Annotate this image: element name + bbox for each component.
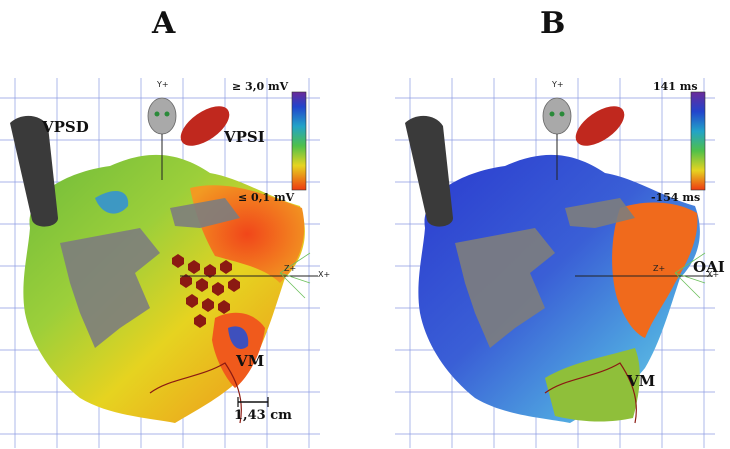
label-vpsd: VPSD: [42, 118, 89, 136]
ablation-markers: [172, 254, 240, 328]
voltage-map-image: [0, 78, 320, 448]
catheter-b: [405, 115, 453, 227]
axis-z-label-b: Z+: [653, 264, 666, 273]
catheter-vpsd: [10, 115, 58, 227]
scale-min-label-b: -154 ms: [651, 191, 701, 204]
voltage-color-scale: [291, 91, 307, 191]
axis-z-label: Z+: [284, 264, 297, 273]
label-oai: OAI: [693, 258, 725, 276]
axis-x-label: X+: [318, 270, 331, 279]
activation-color-scale: [690, 91, 706, 191]
panel-letter-b: B: [540, 6, 566, 41]
label-vm-b: VM: [627, 372, 656, 390]
axis-y-label-b: Y+: [552, 80, 564, 89]
scale-bar-label: 1,43 cm: [234, 408, 292, 423]
panel-letter-a: A: [152, 6, 176, 41]
panel-b-activation-map: OAI VM 141 ms -154 ms Y+ Z+ X+: [395, 78, 725, 448]
label-vpsi: VPSI: [224, 128, 265, 146]
axis-x-label-b: X+: [707, 270, 720, 279]
balloon-b: [575, 106, 625, 146]
axis-y-label: Y+: [157, 80, 169, 89]
scale-max-label-b: 141 ms: [653, 80, 698, 93]
head-orientation-icon-b: [542, 97, 572, 135]
panel-a-voltage-map: VPSD VPSI VM ≥ 3,0 mV ≤ 0,1 mV 1,43 cm Y…: [0, 78, 330, 448]
label-vm: VM: [236, 352, 265, 370]
activation-map-image: [395, 78, 715, 448]
scale-max-label: ≥ 3,0 mV: [232, 80, 289, 93]
scale-min-label: ≤ 0,1 mV: [238, 191, 295, 204]
balloon-vpsi: [180, 106, 230, 146]
head-orientation-icon: [147, 97, 177, 135]
